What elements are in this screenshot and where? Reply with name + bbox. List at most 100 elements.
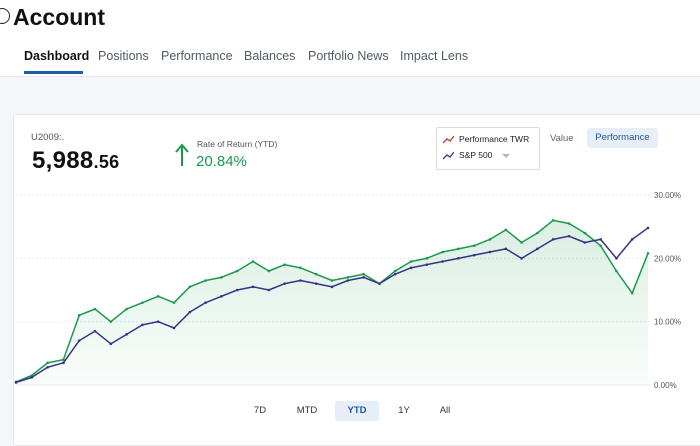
- data-point: [409, 260, 413, 263]
- legend-item-performance-twr[interactable]: Performance TWR: [442, 134, 530, 144]
- tab-impact-lens[interactable]: Impact Lens: [400, 49, 469, 63]
- range-7d-button[interactable]: 7D: [253, 405, 267, 416]
- data-point: [520, 241, 523, 244]
- legend-label-performance-twr: Performance TWR: [459, 134, 530, 144]
- data-point: [599, 238, 602, 241]
- data-point: [615, 257, 618, 260]
- data-point: [125, 333, 128, 336]
- data-point: [77, 339, 81, 342]
- range-mtd-button[interactable]: MTD: [296, 405, 318, 416]
- arrow-up-icon: [175, 143, 189, 166]
- data-point: [441, 250, 444, 254]
- data-point: [646, 251, 650, 255]
- performance-card: U2009:. 5,988.56 Rate of Return (YTD) 20…: [13, 114, 700, 446]
- chevron-down-icon[interactable]: [502, 153, 511, 158]
- range-1y-button[interactable]: 1Y: [398, 405, 410, 416]
- data-point: [62, 361, 65, 365]
- rate-of-return-value: 20.84%: [196, 153, 247, 170]
- data-point: [393, 269, 397, 273]
- tab-performance[interactable]: Performance: [161, 49, 233, 63]
- active-tab-indicator: [24, 71, 83, 74]
- data-point: [283, 263, 286, 266]
- data-point: [172, 301, 176, 304]
- data-point: [536, 247, 539, 251]
- data-point: [630, 238, 634, 241]
- data-point: [457, 247, 460, 251]
- data-point: [472, 244, 476, 247]
- account-value-decimal: .56: [93, 152, 120, 172]
- data-point: [457, 257, 460, 260]
- page-title: Account: [13, 4, 105, 30]
- data-point: [441, 260, 444, 263]
- tab-dashboard[interactable]: Dashboard: [24, 49, 90, 63]
- data-point: [77, 314, 81, 317]
- tab-positions[interactable]: Positions: [98, 49, 149, 63]
- data-point: [630, 291, 634, 295]
- rate-of-return-label: Rate of Return (YTD): [197, 139, 278, 149]
- data-point: [567, 234, 571, 238]
- data-point: [204, 279, 207, 282]
- performance-area-fill: [16, 220, 648, 385]
- data-point: [251, 260, 255, 263]
- data-point: [109, 342, 113, 346]
- data-point: [583, 241, 587, 244]
- account-value-integer: 5,988: [32, 147, 94, 174]
- legend-item-sp500[interactable]: S&P 500: [442, 150, 511, 160]
- data-point: [504, 228, 508, 232]
- data-point: [488, 250, 492, 254]
- data-point: [188, 310, 192, 314]
- data-point: [393, 272, 397, 276]
- data-point: [220, 295, 223, 298]
- data-point: [551, 238, 555, 241]
- data-point: [472, 253, 476, 257]
- data-point: [425, 263, 429, 266]
- data-point: [62, 358, 65, 361]
- chart-legend: Performance TWR S&P 500: [436, 127, 540, 170]
- data-point: [46, 361, 49, 365]
- data-point: [330, 285, 334, 289]
- account-id: U2009:.: [31, 132, 65, 143]
- data-point: [520, 257, 523, 260]
- data-point: [267, 269, 271, 273]
- y-axis-tick-label: 10.00%: [654, 318, 681, 327]
- data-point: [93, 329, 97, 333]
- data-point: [314, 272, 318, 276]
- data-point: [235, 269, 239, 273]
- data-point: [504, 247, 508, 251]
- data-point: [362, 272, 365, 276]
- data-point: [46, 365, 49, 369]
- performance-chart[interactable]: 0.00% 10.00% 20.00% 30.00%: [14, 115, 700, 395]
- view-performance-button[interactable]: Performance: [587, 128, 658, 148]
- data-point: [141, 301, 144, 304]
- data-point: [251, 285, 255, 289]
- data-point: [204, 301, 207, 304]
- data-point: [156, 320, 160, 323]
- data-point: [378, 282, 381, 285]
- account-value: 5,988.56: [32, 147, 120, 175]
- view-value-button[interactable]: Value: [550, 133, 574, 144]
- data-point: [346, 276, 350, 279]
- y-axis-tick-label: 20.00%: [654, 254, 681, 263]
- y-axis-tick-label: 0.00%: [654, 381, 677, 390]
- data-point: [172, 326, 176, 330]
- sp500-swatch-icon: [442, 151, 455, 160]
- data-point: [488, 238, 492, 241]
- data-point: [283, 282, 286, 285]
- data-point: [362, 276, 365, 279]
- performance-twr-swatch-icon: [442, 135, 455, 144]
- data-point: [615, 269, 618, 273]
- data-point: [409, 266, 413, 270]
- data-point: [551, 219, 555, 222]
- range-ytd-button[interactable]: YTD: [335, 401, 379, 421]
- tab-portfolio-news[interactable]: Portfolio News: [308, 49, 389, 63]
- range-all-button[interactable]: All: [439, 405, 451, 416]
- top-bar: Account Dashboard Positions Performance …: [0, 0, 700, 77]
- y-axis-tick-label: 30.00%: [654, 191, 681, 200]
- data-point: [314, 282, 318, 285]
- legend-label-sp500: S&P 500: [459, 150, 493, 160]
- back-icon[interactable]: [0, 8, 10, 24]
- data-point: [125, 307, 128, 311]
- data-point: [425, 257, 429, 260]
- data-point: [567, 222, 571, 225]
- tab-balances[interactable]: Balances: [244, 49, 296, 63]
